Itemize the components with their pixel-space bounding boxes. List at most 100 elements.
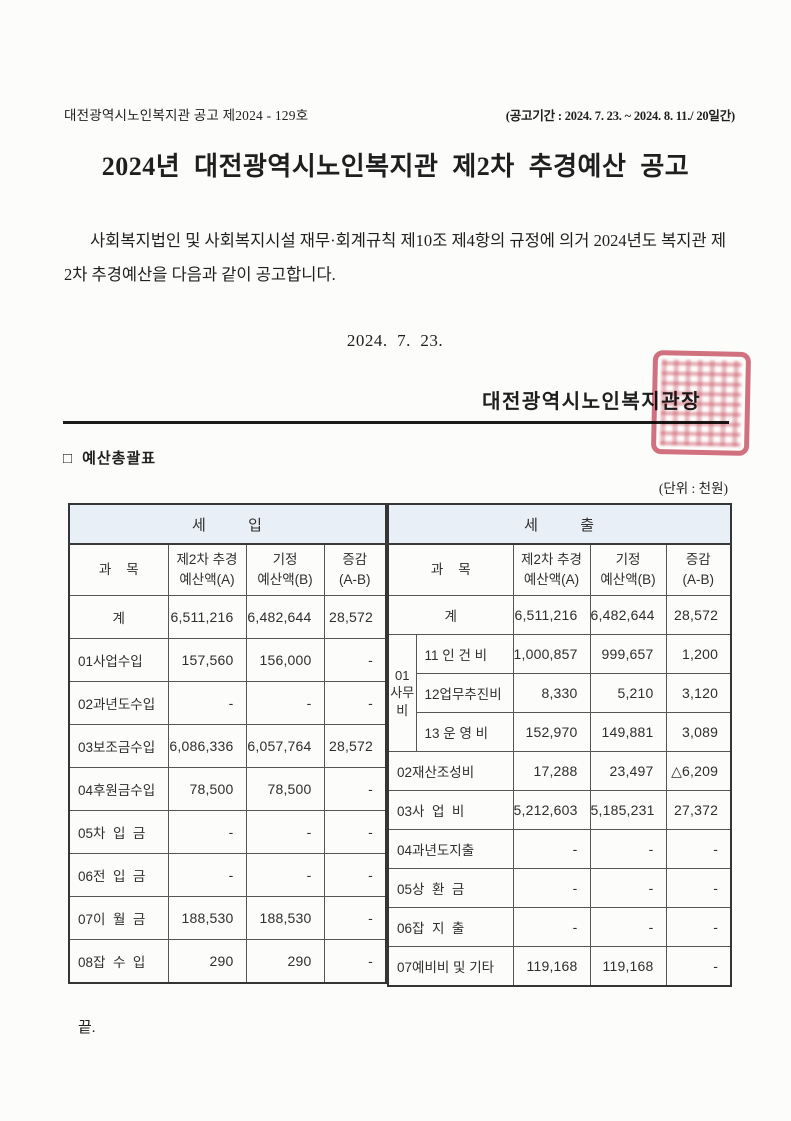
- cell-label: 03사 업 비: [387, 790, 514, 830]
- cell-label: 03보조금수입: [68, 724, 169, 769]
- cell-amount-b: 119,168: [589, 946, 667, 986]
- table-header-row: 과 목 제2차 추경 예산액(A) 기정 예산액(B) 증감 (A-B): [387, 543, 732, 596]
- cell-amount-b: -: [245, 853, 325, 898]
- col-header-line: 예산액(A): [179, 572, 235, 587]
- cell-amount-a: 157,560: [167, 638, 247, 683]
- cell-amount-b: -: [245, 681, 325, 726]
- col-header-line: 기정: [272, 551, 298, 567]
- closing-mark: 끝.: [78, 1020, 96, 1036]
- cell-amount-a: -: [167, 853, 247, 898]
- cell-amount-b: 290: [245, 939, 325, 984]
- horizontal-divider: [63, 421, 729, 424]
- cell-amount-a: 290: [167, 939, 247, 984]
- cell-diff: 1,200: [665, 634, 732, 674]
- budget-summary-tables: 세 입 과 목 제2차 추경 예산액(A) 기정 예산액(B) 증감 (A-B) 계 …: [68, 503, 733, 987]
- col-header-diff: 증감 (A-B): [665, 543, 732, 596]
- cell-diff: 28,572: [665, 595, 732, 635]
- table-row: 13 운 영 비 152,970 149,881 3,089: [388, 712, 732, 752]
- cell-diff: -: [665, 829, 732, 869]
- cell-amount-a: 17,288: [512, 751, 591, 791]
- cell-label: 02과년도수입: [68, 681, 169, 726]
- cell-label: 13 운 영 비: [415, 712, 514, 752]
- cell-label: 04과년도지출: [387, 829, 514, 869]
- cell-amount-b: 188,530: [245, 896, 325, 941]
- cell-label: 07예비비 및 기타: [387, 946, 514, 986]
- col-header-item: 과 목: [387, 543, 514, 596]
- cell-label: 06잡 지 출: [387, 907, 514, 947]
- cell-amount-b: -: [589, 868, 667, 908]
- section-title: 예산총괄표: [82, 451, 157, 467]
- cell-amount-b: -: [589, 907, 667, 947]
- table-row: 01사무비 11 인 건 비 1,000,857 999,657 1,200: [387, 634, 732, 752]
- table-header-row: 과 목 제2차 추경 예산액(A) 기정 예산액(B) 증감 (A-B): [68, 543, 387, 596]
- cell-diff: -: [665, 907, 732, 947]
- cell-amount-b: 156,000: [245, 638, 325, 683]
- cell-amount-b: -: [245, 810, 325, 855]
- cell-label: 08잡 수 입: [68, 939, 169, 984]
- col-header-a: 제2차 추경 예산액(A): [167, 543, 247, 596]
- cell-diff: -: [323, 810, 387, 855]
- cell-amount-a: 78,500: [167, 767, 247, 812]
- col-header-line: 기정: [615, 551, 641, 567]
- cell-diff: -: [323, 638, 387, 683]
- cell-amount-b: 78,500: [245, 767, 325, 812]
- cell-amount-a: 119,168: [512, 946, 591, 986]
- cell-label: 05차 입 금: [68, 810, 169, 855]
- cell-amount-a: 6,511,216: [512, 595, 591, 635]
- cell-diff: 28,572: [323, 594, 387, 640]
- section-heading: □ 예산총괄표: [63, 447, 156, 468]
- cell-amount-a: -: [512, 829, 591, 869]
- col-header-a: 제2차 추경 예산액(A): [512, 543, 591, 596]
- cell-amount-b: 149,881: [589, 712, 667, 752]
- cell-label: 06전 입 금: [68, 853, 169, 898]
- cell-diff: 28,572: [323, 724, 387, 769]
- cell-amount-a: 1,000,857: [512, 634, 591, 674]
- page-title: 2024년 대전광역시노인복지관 제2차 추경예산 공고: [101, 152, 690, 181]
- group-label-cell: 01사무비: [387, 634, 417, 752]
- official-seal-stamp: [650, 349, 752, 457]
- cell-label: 02재산조성비: [387, 751, 514, 791]
- revenue-table-title: 세 입: [68, 503, 387, 545]
- cell-label: 계: [68, 594, 169, 640]
- cell-label: 계: [387, 595, 514, 635]
- cell-amount-a: -: [512, 907, 591, 947]
- cell-amount-a: 152,970: [512, 712, 591, 752]
- cell-amount-b: 999,657: [589, 634, 667, 674]
- expenditure-table-title: 세 출: [387, 503, 732, 545]
- cell-amount-a: 188,530: [167, 896, 247, 941]
- table-row: 05차 입 금 - - -: [68, 810, 387, 855]
- col-header-line: 증감: [342, 551, 368, 567]
- table-row: 01사업수입 157,560 156,000 -: [68, 638, 387, 683]
- table-row: 계 6,511,216 6,482,644 28,572: [68, 594, 387, 640]
- doc-number: 대전광역시노인복지관 공고 제2024 - 129호: [64, 108, 309, 123]
- cell-amount-b: 23,497: [589, 751, 667, 791]
- signer-name: 대전광역시노인복지관장: [482, 391, 701, 413]
- cell-diff: 3,120: [665, 673, 732, 713]
- table-row: 계 6,511,216 6,482,644 28,572: [387, 595, 732, 635]
- square-bullet-icon: □: [63, 451, 74, 467]
- col-header-line: (A-B): [339, 572, 371, 587]
- cell-amount-a: -: [167, 681, 247, 726]
- col-header-line: 예산액(B): [257, 572, 313, 587]
- cell-diff: -: [665, 946, 732, 986]
- table-row: 08잡 수 입 290 290 -: [68, 939, 387, 984]
- cell-amount-a: 8,330: [512, 673, 591, 713]
- cell-amount-b: 5,185,231: [589, 790, 667, 830]
- unit-note: (단위 : 천원): [658, 481, 728, 496]
- col-header-line: 증감: [685, 551, 711, 567]
- col-header-line: 예산액(A): [523, 572, 580, 587]
- table-row: 06잡 지 출 - - -: [387, 907, 732, 947]
- col-header-b: 기정 예산액(B): [589, 543, 667, 596]
- table-title-row: 세 입: [68, 503, 387, 545]
- table-row: 07예비비 및 기타 119,168 119,168 -: [387, 946, 732, 986]
- cell-amount-a: 6,511,216: [167, 594, 247, 640]
- cell-label: 04후원금수입: [68, 767, 169, 812]
- cell-label: 12업무추진비: [415, 673, 514, 713]
- cell-diff: 3,089: [665, 712, 732, 752]
- cell-diff: -: [323, 767, 387, 812]
- notice-period: (공고기간 : 2024. 7. 23. ~ 2024. 8. 11./ 20일…: [505, 109, 735, 123]
- table-row: 03사 업 비 5,212,603 5,185,231 27,372: [387, 790, 732, 830]
- table-title-row: 세 출: [387, 503, 732, 545]
- col-header-diff: 증감 (A-B): [323, 543, 387, 596]
